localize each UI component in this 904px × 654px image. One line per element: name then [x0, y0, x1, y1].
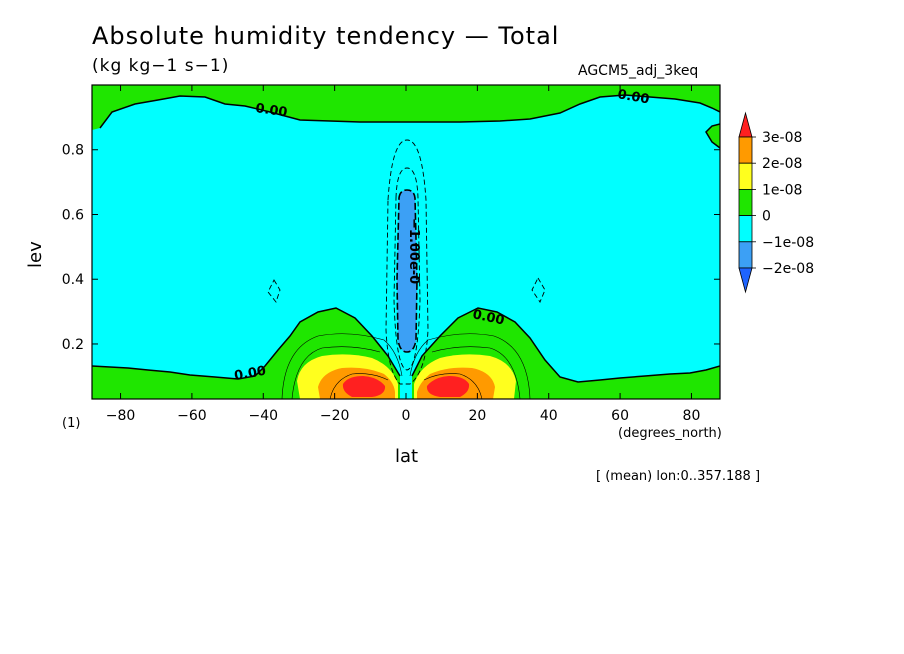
colorbar-segment	[738, 241, 753, 269]
y-tick-label: 0.4	[62, 272, 84, 288]
x-tick-label: −60	[177, 408, 207, 424]
fill-negative-core	[397, 190, 417, 352]
colorbar-label: −2e-08	[762, 261, 814, 277]
x-tick-label: −20	[320, 408, 350, 424]
x-tick-label: 0	[402, 408, 411, 424]
chart-units: (kg kg−1 s−1)	[92, 56, 230, 76]
colorbar-segment	[738, 215, 753, 243]
footnote: [ (mean) lon:0..357.188 ]	[596, 469, 761, 484]
x-tick-label: 80	[683, 408, 701, 424]
contour-field	[92, 85, 720, 399]
negative-core-contour	[396, 189, 418, 353]
negative-contours	[267, 139, 546, 385]
colorbar-top-arrow	[738, 111, 753, 138]
zero-contour	[92, 94, 720, 383]
y-tick-label: 0.8	[62, 143, 84, 159]
colorbar-label: 2e-08	[762, 156, 802, 172]
chart-title: Absolute humidity tendency — Total	[92, 22, 560, 50]
x-tick-label: −40	[248, 408, 278, 424]
positive-contour-lines	[281, 333, 531, 399]
contour-labels: 0.00 0.00 0.00 0.00 −1.00e-0	[233, 87, 650, 384]
x-axis-units: (degrees_north)	[618, 426, 722, 441]
y-axis: 0.2 0.4 0.6 0.8	[62, 143, 720, 353]
y-tick-label: 0.2	[62, 337, 84, 353]
colorbar-label: 1e-08	[762, 182, 802, 198]
colorbar-segment	[738, 162, 753, 190]
colorbar-label: 3e-08	[762, 130, 802, 146]
colorbar-label: −1e-08	[762, 235, 814, 251]
contour-label-bottom-right: 0.00	[471, 307, 505, 328]
run-label: AGCM5_adj_3keq	[578, 63, 699, 79]
colorbar: 3e-08 2e-08 1e-08 0 −1e-08 −2e-08	[738, 111, 814, 294]
colorbar-segment	[738, 188, 753, 216]
colorbar-bottom-arrow	[738, 267, 753, 294]
panel-label: (1)	[62, 416, 81, 431]
x-axis: −80 −60 −40 −20 0 20 40 60 80	[106, 85, 701, 424]
colorbar-label: 0	[762, 209, 771, 225]
x-tick-label: 40	[540, 408, 558, 424]
y-tick-label: 0.6	[62, 207, 84, 223]
colorbar-segment	[738, 136, 753, 164]
contour-label-top-left: 0.00	[254, 101, 288, 120]
x-tick-label: −80	[106, 408, 136, 424]
x-tick-label: 60	[611, 408, 629, 424]
contour-label-top-right: 0.00	[616, 87, 650, 107]
contour-label-bottom-left: 0.00	[233, 364, 267, 384]
fill-left-red	[342, 376, 386, 397]
contour-label-core: −1.00e-0	[406, 218, 421, 284]
x-axis-label: lat	[395, 446, 419, 467]
x-tick-label: 20	[468, 408, 486, 424]
fill-right-red	[426, 376, 470, 397]
